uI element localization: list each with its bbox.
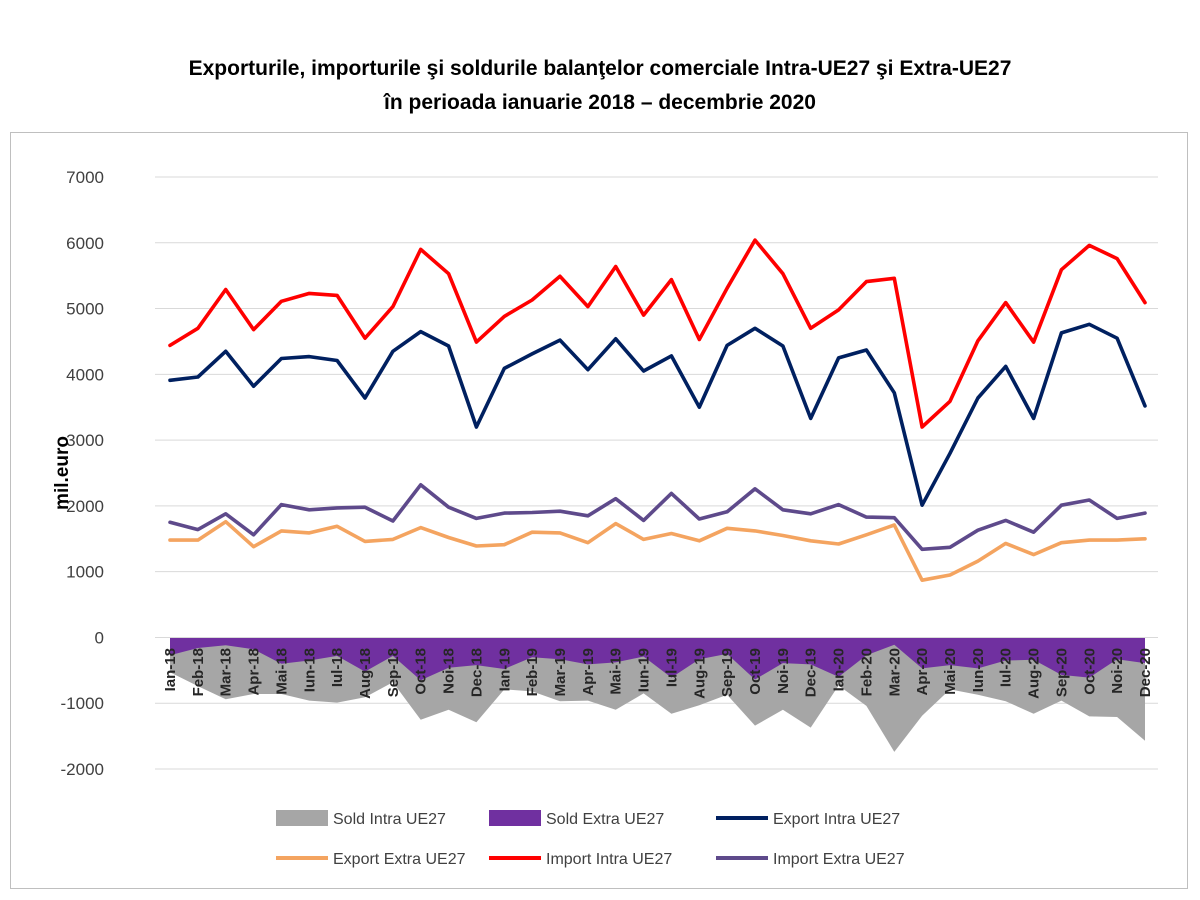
y-axis-label: mil.euro	[52, 436, 73, 510]
x-tick-label: Iul-20	[998, 648, 1015, 687]
line-series	[155, 238, 1158, 638]
x-tick-label: Mai-19	[608, 648, 625, 695]
y-tick-label: 7000	[66, 168, 104, 187]
y-axis-ticks: -2000 -1000 0 1000 2000 3000 4000 5000 6000 7000	[61, 168, 104, 779]
legend-label: Import Intra UE27	[546, 851, 672, 868]
x-tick-label: Mai-18	[273, 648, 290, 695]
x-tick-label: Aug-19	[691, 648, 708, 699]
line-export-extra-ue27	[168, 519, 1147, 583]
x-tick-label: Apr-19	[580, 648, 597, 696]
legend-item-import-extra-ue27: Import Extra UE27	[716, 851, 905, 868]
y-tick-label: 3000	[66, 431, 104, 450]
y-tick-label: 2000	[66, 497, 104, 516]
legend-item-sold-intra-ue27: Sold Intra UE27	[276, 810, 446, 828]
legend-swatch	[489, 810, 541, 826]
x-tick-label: Ian-19	[496, 648, 513, 691]
x-tick-label: Ian-20	[831, 648, 848, 691]
area-series	[170, 637, 1145, 752]
legend-item-export-intra-ue27: Export Intra UE27	[716, 811, 900, 828]
x-tick-label: Noi-20	[1109, 648, 1126, 694]
x-tick-label: Noi-19	[775, 648, 792, 694]
x-tick-label: Feb-18	[190, 648, 207, 696]
y-tick-label: -2000	[61, 760, 104, 779]
line-import-extra-ue27	[168, 482, 1147, 552]
y-tick-label: 1000	[66, 563, 104, 582]
x-tick-label: Aug-20	[1026, 648, 1043, 699]
legend-item-import-intra-ue27: Import Intra UE27	[489, 851, 672, 868]
x-tick-label: Iun-18	[301, 648, 318, 692]
legend-label: Sold Intra UE27	[333, 811, 446, 828]
x-tick-label: Iul-18	[329, 648, 346, 687]
x-tick-label: Feb-20	[858, 648, 875, 696]
x-tick-label: Mai-20	[942, 648, 959, 695]
x-tick-label: Sep-18	[385, 648, 402, 697]
x-tick-label: Sep-19	[719, 648, 736, 697]
line-export-intra-ue27	[168, 322, 1147, 508]
legend-item-sold-extra-ue27: Sold Extra UE27	[489, 810, 664, 828]
x-tick-label: Ian-18	[162, 648, 179, 691]
x-tick-label: Iul-19	[663, 648, 680, 687]
x-tick-label: Dec-18	[468, 648, 485, 697]
x-tick-label: Iun-19	[636, 648, 653, 692]
x-tick-label: Aug-18	[357, 648, 374, 699]
area-sold-extra-ue27	[170, 637, 1145, 681]
y-tick-label: 6000	[66, 234, 104, 253]
x-tick-label: Mar-18	[218, 648, 235, 696]
legend: Sold Intra UE27 Sold Extra UE27 Export Int…	[276, 810, 905, 868]
x-tick-label: Oct-19	[747, 648, 764, 695]
line-import-intra-ue27	[168, 238, 1147, 429]
x-tick-label: Dec-20	[1137, 648, 1154, 697]
x-tick-label: Mar-20	[886, 648, 903, 696]
x-tick-label: Iun-20	[970, 648, 987, 692]
legend-item-export-extra-ue27: Export Extra UE27	[276, 851, 466, 868]
legend-label: Export Intra UE27	[773, 811, 900, 828]
chart-title: Exporturile, importurile şi soldurile ba…	[0, 52, 1200, 120]
x-tick-label: Oct-20	[1081, 648, 1098, 695]
legend-label: Sold Extra UE27	[546, 811, 664, 828]
x-axis-ticks: Ian-18 Feb-18 Mar-18 Apr-18 Mai-18 Iun-18 Iul-…	[162, 648, 1154, 699]
x-tick-label: Oct-18	[413, 648, 430, 695]
y-tick-label: 5000	[66, 300, 104, 319]
y-tick-label: -1000	[61, 694, 104, 713]
x-tick-label: Sep-20	[1053, 648, 1070, 697]
legend-label: Import Extra UE27	[773, 851, 905, 868]
y-tick-label: 0	[95, 628, 104, 647]
x-tick-label: Apr-18	[246, 648, 263, 696]
x-tick-label: Mar-19	[552, 648, 569, 696]
x-tick-label: Apr-20	[914, 648, 931, 696]
legend-label: Export Extra UE27	[333, 851, 466, 868]
y-tick-label: 4000	[66, 365, 104, 384]
legend-swatch	[276, 810, 328, 826]
x-tick-label: Dec-19	[803, 648, 820, 697]
chart-title-line-1: Exporturile, importurile şi soldurile ba…	[188, 57, 1012, 80]
x-tick-label: Feb-19	[524, 648, 541, 696]
x-tick-label: Noi-18	[441, 648, 458, 694]
chart-title-line-2: în perioada ianuarie 2018 – decembrie 20…	[384, 91, 816, 114]
